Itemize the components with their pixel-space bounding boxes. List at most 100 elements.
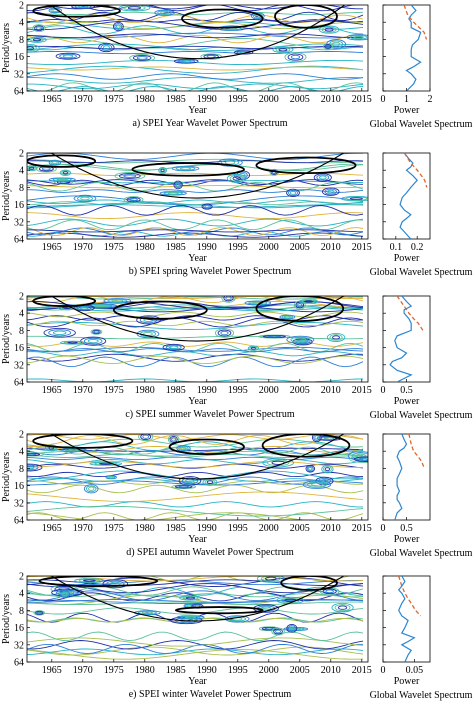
contour-blob — [79, 306, 89, 310]
contour-line — [27, 512, 364, 520]
contour-line — [27, 378, 364, 382]
contour-line — [27, 617, 364, 623]
contour-blob — [349, 197, 363, 201]
significance-contour — [168, 438, 245, 456]
contour-blob — [27, 452, 44, 457]
contour-blob — [137, 610, 157, 615]
x-tick-label: 1975 — [104, 523, 124, 534]
global-x-tick-label: 1 — [404, 94, 409, 105]
contour-line — [27, 296, 363, 300]
global-x-axis-label: Power — [394, 105, 420, 116]
contour-line — [27, 179, 364, 186]
contour-blob — [286, 623, 298, 633]
x-tick-label: 1995 — [228, 665, 248, 676]
contour-blob — [236, 171, 248, 179]
x-tick-label: 2000 — [259, 665, 279, 676]
contour-blob — [288, 189, 298, 196]
contour-blob — [139, 316, 158, 324]
contour-line — [27, 45, 364, 50]
contour-blob — [318, 175, 327, 180]
contour-blob — [60, 340, 86, 345]
contour-blob — [324, 188, 337, 195]
contour-blob — [177, 59, 196, 64]
x-tick-label: 1975 — [104, 665, 124, 676]
x-axis-label: Year — [188, 396, 207, 407]
x-tick-label: 1980 — [135, 385, 155, 396]
contour-blob — [321, 464, 334, 474]
global-layer — [389, 296, 424, 382]
contour-line — [27, 649, 364, 660]
contour-blob — [88, 486, 95, 491]
significance-contour — [261, 434, 351, 458]
contour-blob — [171, 484, 197, 489]
contour-line — [27, 463, 364, 469]
global-x-tick-label: 0 — [381, 665, 386, 676]
x-tick-label: 1980 — [135, 523, 155, 534]
x-axis-label: Year — [188, 534, 207, 545]
contour-line — [27, 478, 364, 482]
contour-line — [27, 355, 364, 365]
y-axis-label: Period/years — [1, 23, 12, 73]
contour-blob — [214, 328, 235, 338]
contour-blob — [27, 463, 43, 472]
contour-blob — [258, 334, 291, 339]
y-tick-label: 16 — [14, 343, 24, 354]
contour-blob — [290, 336, 311, 343]
contour-line — [27, 33, 364, 39]
contour-blob — [200, 53, 222, 60]
y-axis-label: Period/years — [1, 452, 12, 502]
contour-blob — [321, 26, 337, 33]
contour-line — [27, 212, 364, 220]
contour-blob — [138, 434, 154, 442]
contour-blob — [224, 160, 236, 165]
cone-of-influence — [49, 5, 346, 60]
x-tick-label: 1975 — [104, 94, 124, 105]
contour-blob — [36, 611, 42, 615]
contour-line — [27, 205, 364, 216]
contour-blob — [297, 303, 303, 308]
significance-contour — [32, 434, 134, 449]
y-tick-label: 2 — [19, 292, 24, 303]
contour-blob — [127, 6, 142, 10]
contour-blob — [27, 46, 35, 51]
contour-blob — [284, 52, 307, 62]
x-tick-label: 1975 — [104, 385, 124, 396]
x-tick-label: 1980 — [135, 665, 155, 676]
contour-line — [27, 317, 364, 328]
y-tick-label: 2 — [19, 430, 24, 441]
y-tick-label: 32 — [14, 640, 24, 651]
contour-layer — [27, 434, 368, 520]
contour-blob — [36, 26, 42, 30]
contour-blob — [173, 180, 183, 190]
significance-contour — [255, 156, 357, 175]
y-tick-label: 8 — [19, 464, 24, 475]
contour-line — [27, 34, 364, 44]
y-tick-label: 64 — [14, 235, 24, 246]
contour-blob — [171, 437, 177, 442]
x-axis-label: Year — [188, 253, 207, 264]
significance-contour — [112, 300, 208, 320]
contour-blob — [126, 197, 141, 203]
contour-blob — [331, 602, 354, 613]
contour-blob — [54, 179, 74, 185]
global-title: Global Wavelet Spectrum — [370, 690, 473, 701]
contour-blob — [33, 610, 46, 616]
contour-blob — [313, 173, 332, 182]
contour-line — [27, 476, 364, 485]
contour-blob — [67, 341, 78, 344]
contour-blob — [115, 24, 121, 29]
contour-blob — [136, 56, 148, 60]
contour-blob — [175, 182, 181, 187]
panel-title: d) SPEI autumn Wavelet Power Spectrum — [126, 547, 294, 558]
contour-blob — [322, 466, 332, 473]
contour-blob — [322, 588, 337, 595]
x-tick-label: 2010 — [321, 94, 341, 105]
contour-line — [27, 229, 364, 233]
contour-blob — [340, 196, 368, 202]
y-tick-label: 8 — [19, 183, 24, 194]
contour-blob — [48, 177, 76, 182]
contour-blob — [175, 166, 196, 171]
global-layer — [397, 576, 422, 662]
contour-blob — [105, 475, 117, 480]
x-tick-label: 2015 — [352, 242, 372, 253]
